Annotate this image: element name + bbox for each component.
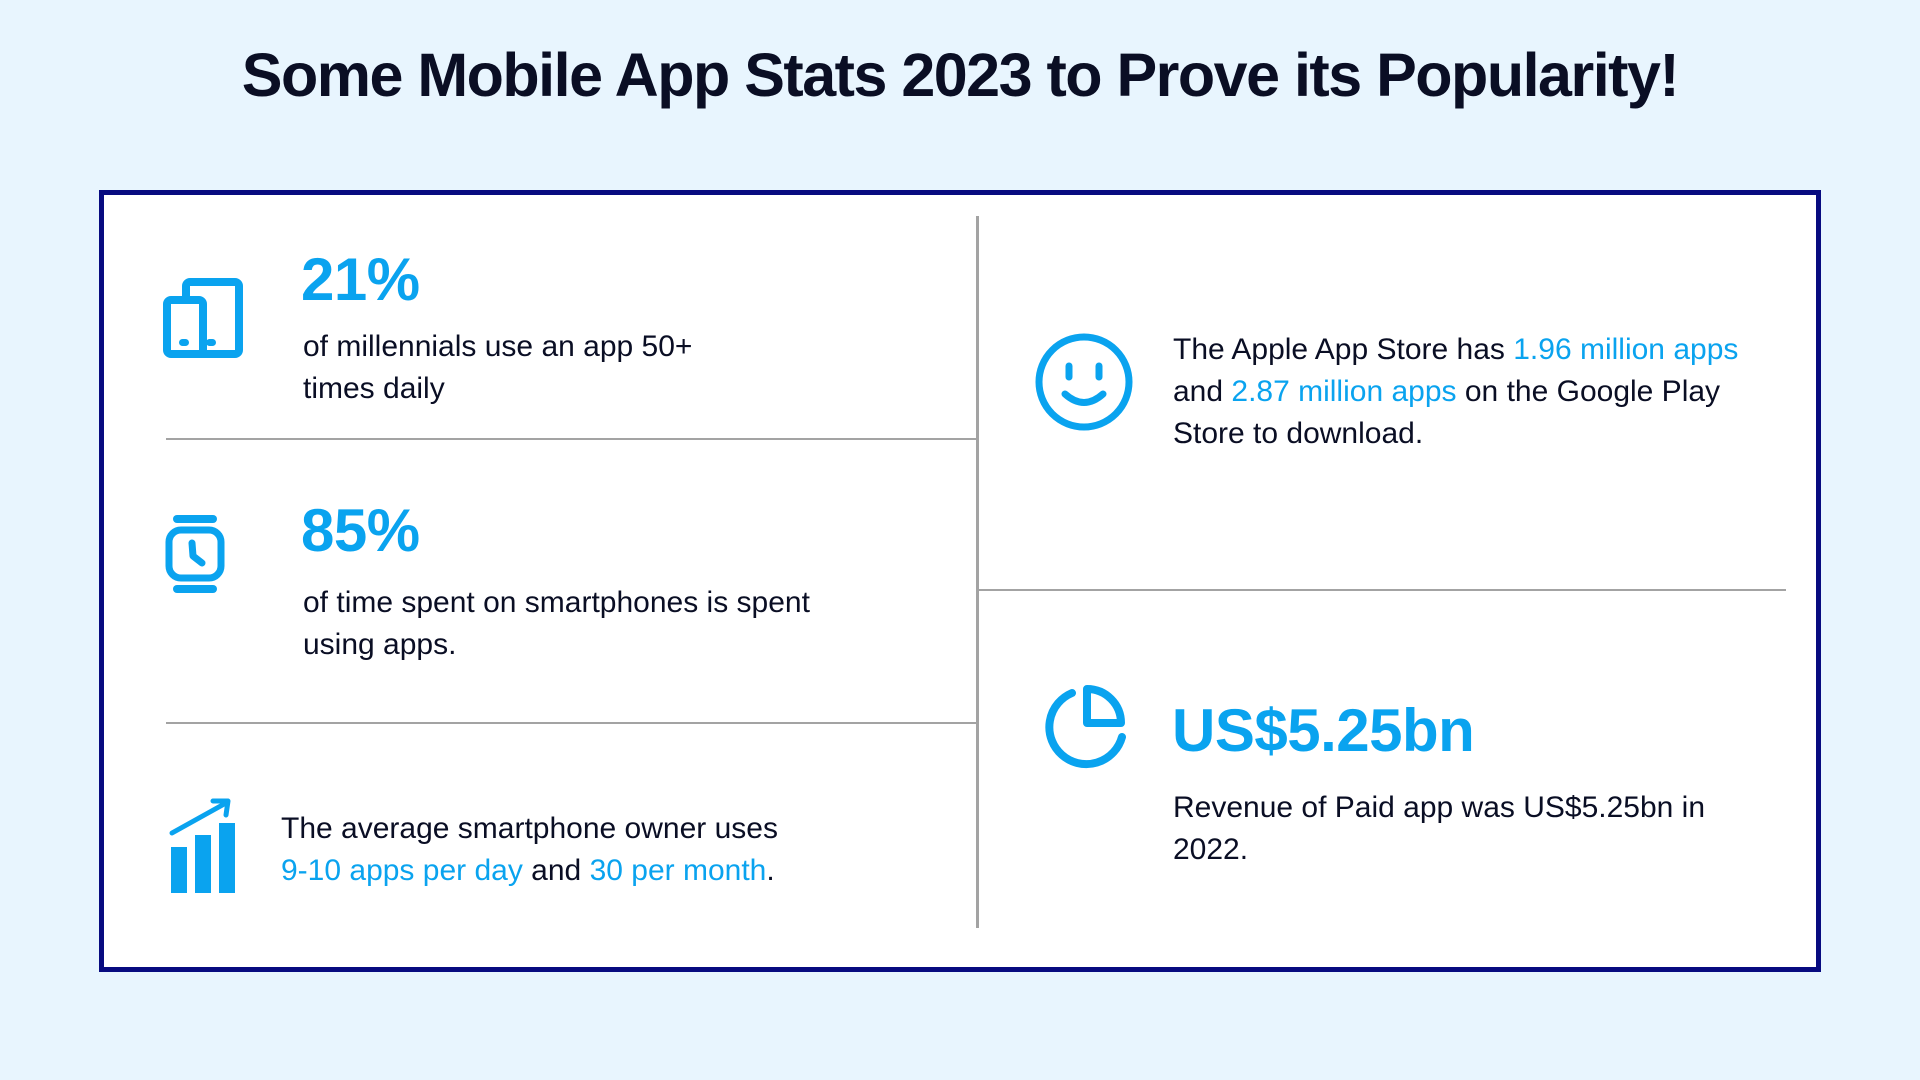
text-part: on the Google Play (1456, 375, 1721, 408)
watch-clock-icon (164, 511, 228, 597)
left-divider-2 (166, 722, 978, 724)
text-part: The Apple App Store has (1173, 333, 1514, 366)
stat-text-line: The average smartphone owner uses (281, 812, 778, 845)
page-title: Some Mobile App Stats 2023 to Prove its … (241, 41, 1680, 109)
stat-text-line: times daily (303, 372, 445, 405)
stat-value-time-spent: 85% (301, 497, 420, 564)
growth-chart-icon (168, 793, 238, 893)
stat-text-app-stores: The Apple App Store has 1.96 million app… (1173, 329, 1738, 455)
vertical-divider (976, 216, 979, 928)
pie-chart-icon (1039, 681, 1133, 775)
stat-text-line: 9-10 apps per day and 30 per month. (281, 850, 778, 892)
stat-value-revenue: US$5.25bn (1172, 697, 1475, 764)
stat-text-line: The Apple App Store has 1.96 million app… (1173, 329, 1738, 371)
stat-text-apps-usage: The average smartphone owner uses 9-10 a… (281, 808, 778, 892)
stat-text-line: Revenue of Paid app was US$5.25bn in (1173, 791, 1706, 824)
stat-text-millennials: of millennials use an app 50+ times dail… (303, 326, 692, 410)
stat-text-line: using apps. (303, 628, 457, 661)
tail-text: . (766, 854, 775, 887)
stat-text-line: Store to download. (1173, 417, 1424, 450)
right-divider (976, 589, 1786, 591)
stats-panel: 21% of millennials use an app 50+ times … (99, 190, 1821, 972)
text-part: and (1173, 375, 1232, 408)
stat-text-revenue: Revenue of Paid app was US$5.25bn in 202… (1173, 787, 1705, 871)
highlight-apple-apps: 1.96 million apps (1513, 333, 1739, 366)
stat-text-line: 2022. (1173, 833, 1249, 866)
stat-text-line: and 2.87 million apps on the Google Play (1173, 371, 1738, 413)
highlight-apps-per-day: 9-10 apps per day (281, 854, 523, 887)
stat-value-millennials: 21% (301, 246, 420, 313)
stat-text-line: of time spent on smartphones is spent (303, 586, 810, 619)
connector-text: and (522, 854, 590, 887)
highlight-google-apps: 2.87 million apps (1231, 375, 1457, 408)
smiley-face-icon (1033, 331, 1135, 433)
highlight-per-month: 30 per month (589, 854, 767, 887)
devices-icon (163, 278, 243, 358)
left-divider-1 (166, 438, 978, 440)
stat-text-line: of millennials use an app 50+ (303, 330, 693, 363)
stat-text-time-spent: of time spent on smartphones is spent us… (303, 582, 810, 666)
